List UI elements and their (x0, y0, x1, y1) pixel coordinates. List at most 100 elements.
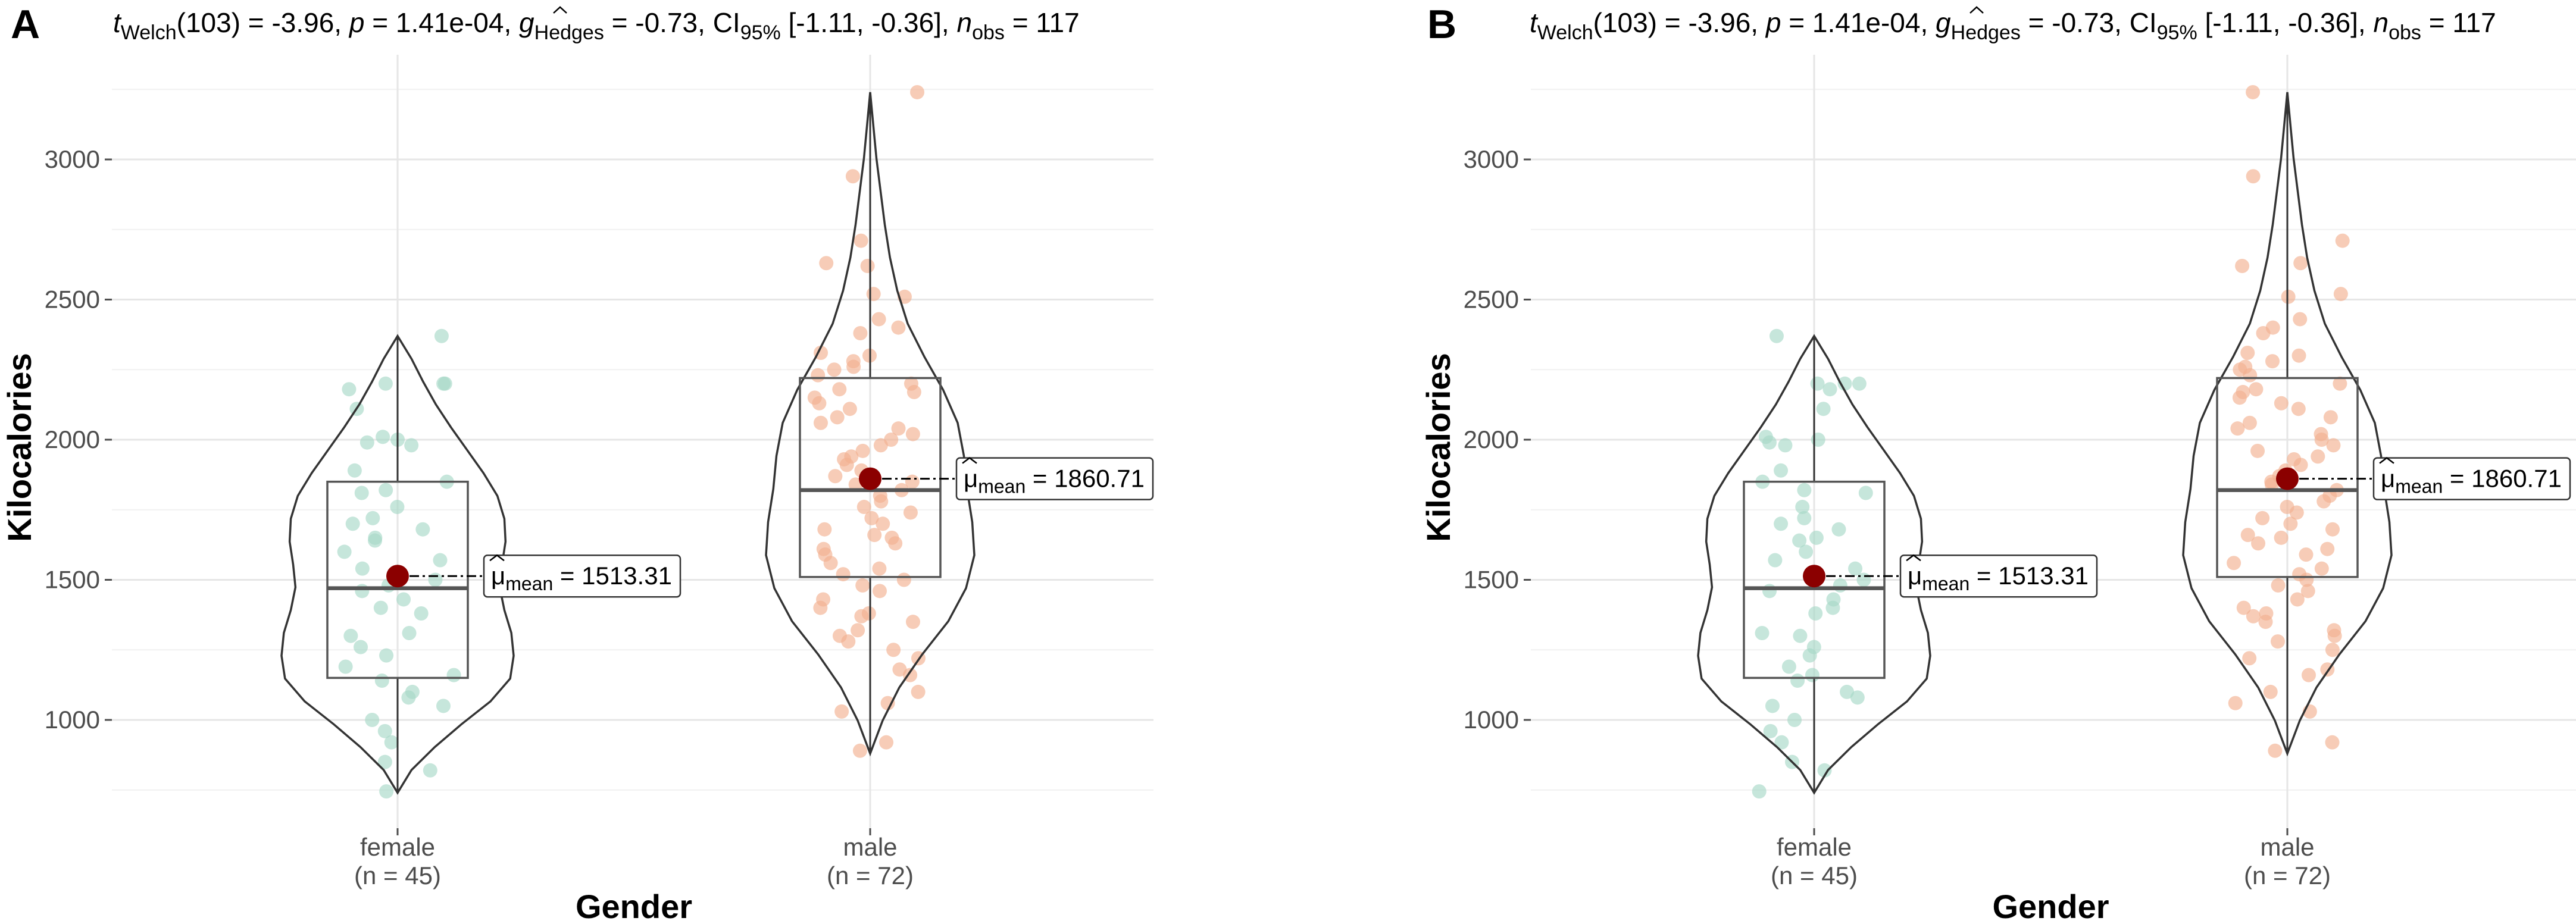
data-point (2325, 643, 2340, 657)
data-point (852, 743, 867, 758)
panel-b: 1000 1500 2000 2500 3000 Kilocalories Gender B t… (1420, 2, 2576, 924)
y-tick-label: 1500 (1464, 566, 1519, 594)
stat-t-value: (103) = -3.96, (1593, 7, 1758, 38)
data-point (377, 723, 392, 738)
x-tick-count-label: (n = 45) (1771, 862, 1858, 889)
data-point (1762, 584, 1777, 599)
data-point (1765, 699, 1780, 713)
data-point (839, 458, 854, 472)
data-point (401, 690, 416, 705)
mean-point (386, 565, 409, 588)
mean-point (859, 467, 881, 490)
x-tick-label: female (1777, 833, 1852, 861)
data-point (373, 600, 388, 615)
stat-ci-symbol: CI (2130, 7, 2157, 38)
data-point (819, 256, 834, 271)
mean-label: μmean = 1860.71 (964, 465, 1145, 497)
data-point (368, 533, 383, 548)
data-point (905, 427, 920, 441)
data-point (365, 510, 380, 525)
stat-space (511, 7, 519, 38)
data-point (828, 469, 843, 484)
data-point (2236, 600, 2251, 615)
data-point (2320, 541, 2335, 556)
mean-label: μmean = 1513.31 (1908, 562, 2089, 594)
data-point (2235, 258, 2250, 273)
data-point (1848, 561, 1863, 576)
x-tick-count-label: (n = 72) (827, 862, 914, 889)
data-point (378, 376, 393, 391)
y-tick-label: 3000 (45, 145, 100, 173)
data-point (2327, 628, 2342, 643)
data-point (2228, 696, 2243, 710)
stat-n-subscript: obs (2389, 21, 2421, 44)
data-point (871, 312, 886, 327)
mean-label-subscript: mean (505, 573, 553, 594)
data-point (1802, 648, 1817, 663)
stat-ci-value: [-1.11, -0.36], (781, 7, 949, 38)
y-tick-label: 2500 (45, 286, 100, 314)
mean-label-box (955, 457, 1154, 500)
x-tick-count-label: (n = 45) (354, 862, 441, 889)
stat-p-value: = 1.41e-04, (364, 7, 511, 38)
x-tick-label: male (2260, 833, 2314, 861)
data-point (886, 643, 901, 657)
data-point (846, 359, 861, 374)
data-point (1817, 763, 1832, 778)
data-point (1768, 553, 1783, 568)
data-point (2300, 584, 2315, 599)
data-point (2264, 477, 2279, 492)
x-axis-title: Gender (1992, 888, 2109, 924)
data-point (2316, 494, 2331, 509)
data-point (892, 662, 907, 677)
data-point (384, 735, 399, 750)
data-point (853, 326, 868, 341)
data-point (2301, 668, 2316, 682)
data-point (355, 561, 370, 576)
mean-label-value: = 1860.71 (2443, 465, 2562, 493)
box (799, 377, 942, 578)
data-point (888, 536, 903, 551)
data-point (1811, 433, 1825, 447)
mean-label-subscript: mean (1922, 573, 1969, 594)
data-point (2232, 390, 2247, 405)
data-point (2274, 396, 2289, 411)
panel-a: 1000 1500 2000 2500 3000 Kilocalories Gender A t… (1, 2, 1154, 924)
data-point (377, 754, 392, 769)
data-point (855, 578, 870, 593)
data-point (402, 625, 417, 640)
data-point (415, 522, 430, 537)
data-point (811, 368, 826, 383)
data-point (830, 410, 845, 425)
group-female: μmean = 1513.31 female(n = 45) (1697, 328, 2098, 889)
data-point (2289, 505, 2304, 520)
data-point (911, 684, 926, 699)
mean-label-subscript: mean (2395, 476, 2443, 497)
data-point (1822, 382, 1837, 397)
mean-label-box (1899, 554, 2098, 598)
data-point (1850, 690, 1865, 705)
mean-label-value: = 1860.71 (1026, 465, 1145, 493)
data-point (2230, 421, 2245, 436)
stat-n-symbol: n (957, 7, 973, 38)
data-point (1790, 674, 1805, 688)
panel-label: A (11, 2, 40, 47)
data-point (813, 600, 828, 615)
data-point (1852, 376, 1867, 391)
data-point (2249, 382, 2264, 397)
x-tick-label: male (843, 833, 897, 861)
stat-ci-subscript: 95% (2157, 21, 2197, 44)
y-tick-label: 2000 (1464, 425, 1519, 453)
data-point (396, 592, 411, 607)
mu-hat-accent (489, 554, 505, 562)
mean-label-mu: μ (491, 562, 505, 590)
data-point (1858, 486, 1873, 500)
data-point (891, 320, 906, 335)
data-point (379, 784, 394, 799)
data-point (2281, 289, 2296, 304)
data-point (1795, 500, 1810, 515)
stat-n-value: = 117 (1005, 7, 1080, 38)
stat-g-symbol: g (1936, 7, 1951, 38)
data-point (2265, 354, 2280, 369)
data-point (1797, 510, 1812, 525)
